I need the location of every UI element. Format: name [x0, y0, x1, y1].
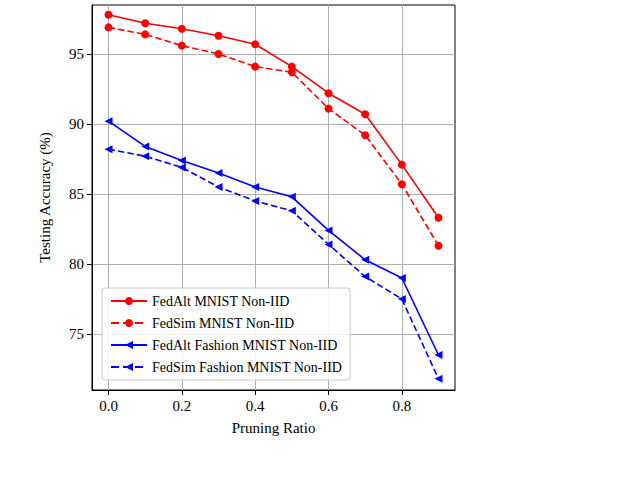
svg-text:0.6: 0.6 — [319, 398, 338, 414]
svg-text:85: 85 — [69, 186, 84, 202]
svg-text:0.8: 0.8 — [392, 398, 411, 414]
svg-text:FedAlt MNIST Non-IID: FedAlt MNIST Non-IID — [152, 294, 289, 309]
svg-text:80: 80 — [69, 256, 84, 272]
svg-text:0.0: 0.0 — [99, 398, 118, 414]
svg-text:0.4: 0.4 — [246, 398, 265, 414]
svg-text:FedAlt Fashion MNIST Non-IID: FedAlt Fashion MNIST Non-IID — [152, 338, 337, 353]
svg-text:95: 95 — [69, 46, 84, 62]
svg-text:75: 75 — [69, 326, 84, 342]
svg-text:90: 90 — [69, 116, 84, 132]
svg-text:0.2: 0.2 — [172, 398, 191, 414]
svg-text:FedSim Fashion MNIST Non-IID: FedSim Fashion MNIST Non-IID — [152, 360, 342, 375]
svg-text:Testing Accuracy (%): Testing Accuracy (%) — [37, 132, 54, 263]
svg-text:Pruning Ratio: Pruning Ratio — [232, 420, 316, 436]
svg-text:FedSim MNIST Non-IID: FedSim MNIST Non-IID — [152, 316, 294, 331]
